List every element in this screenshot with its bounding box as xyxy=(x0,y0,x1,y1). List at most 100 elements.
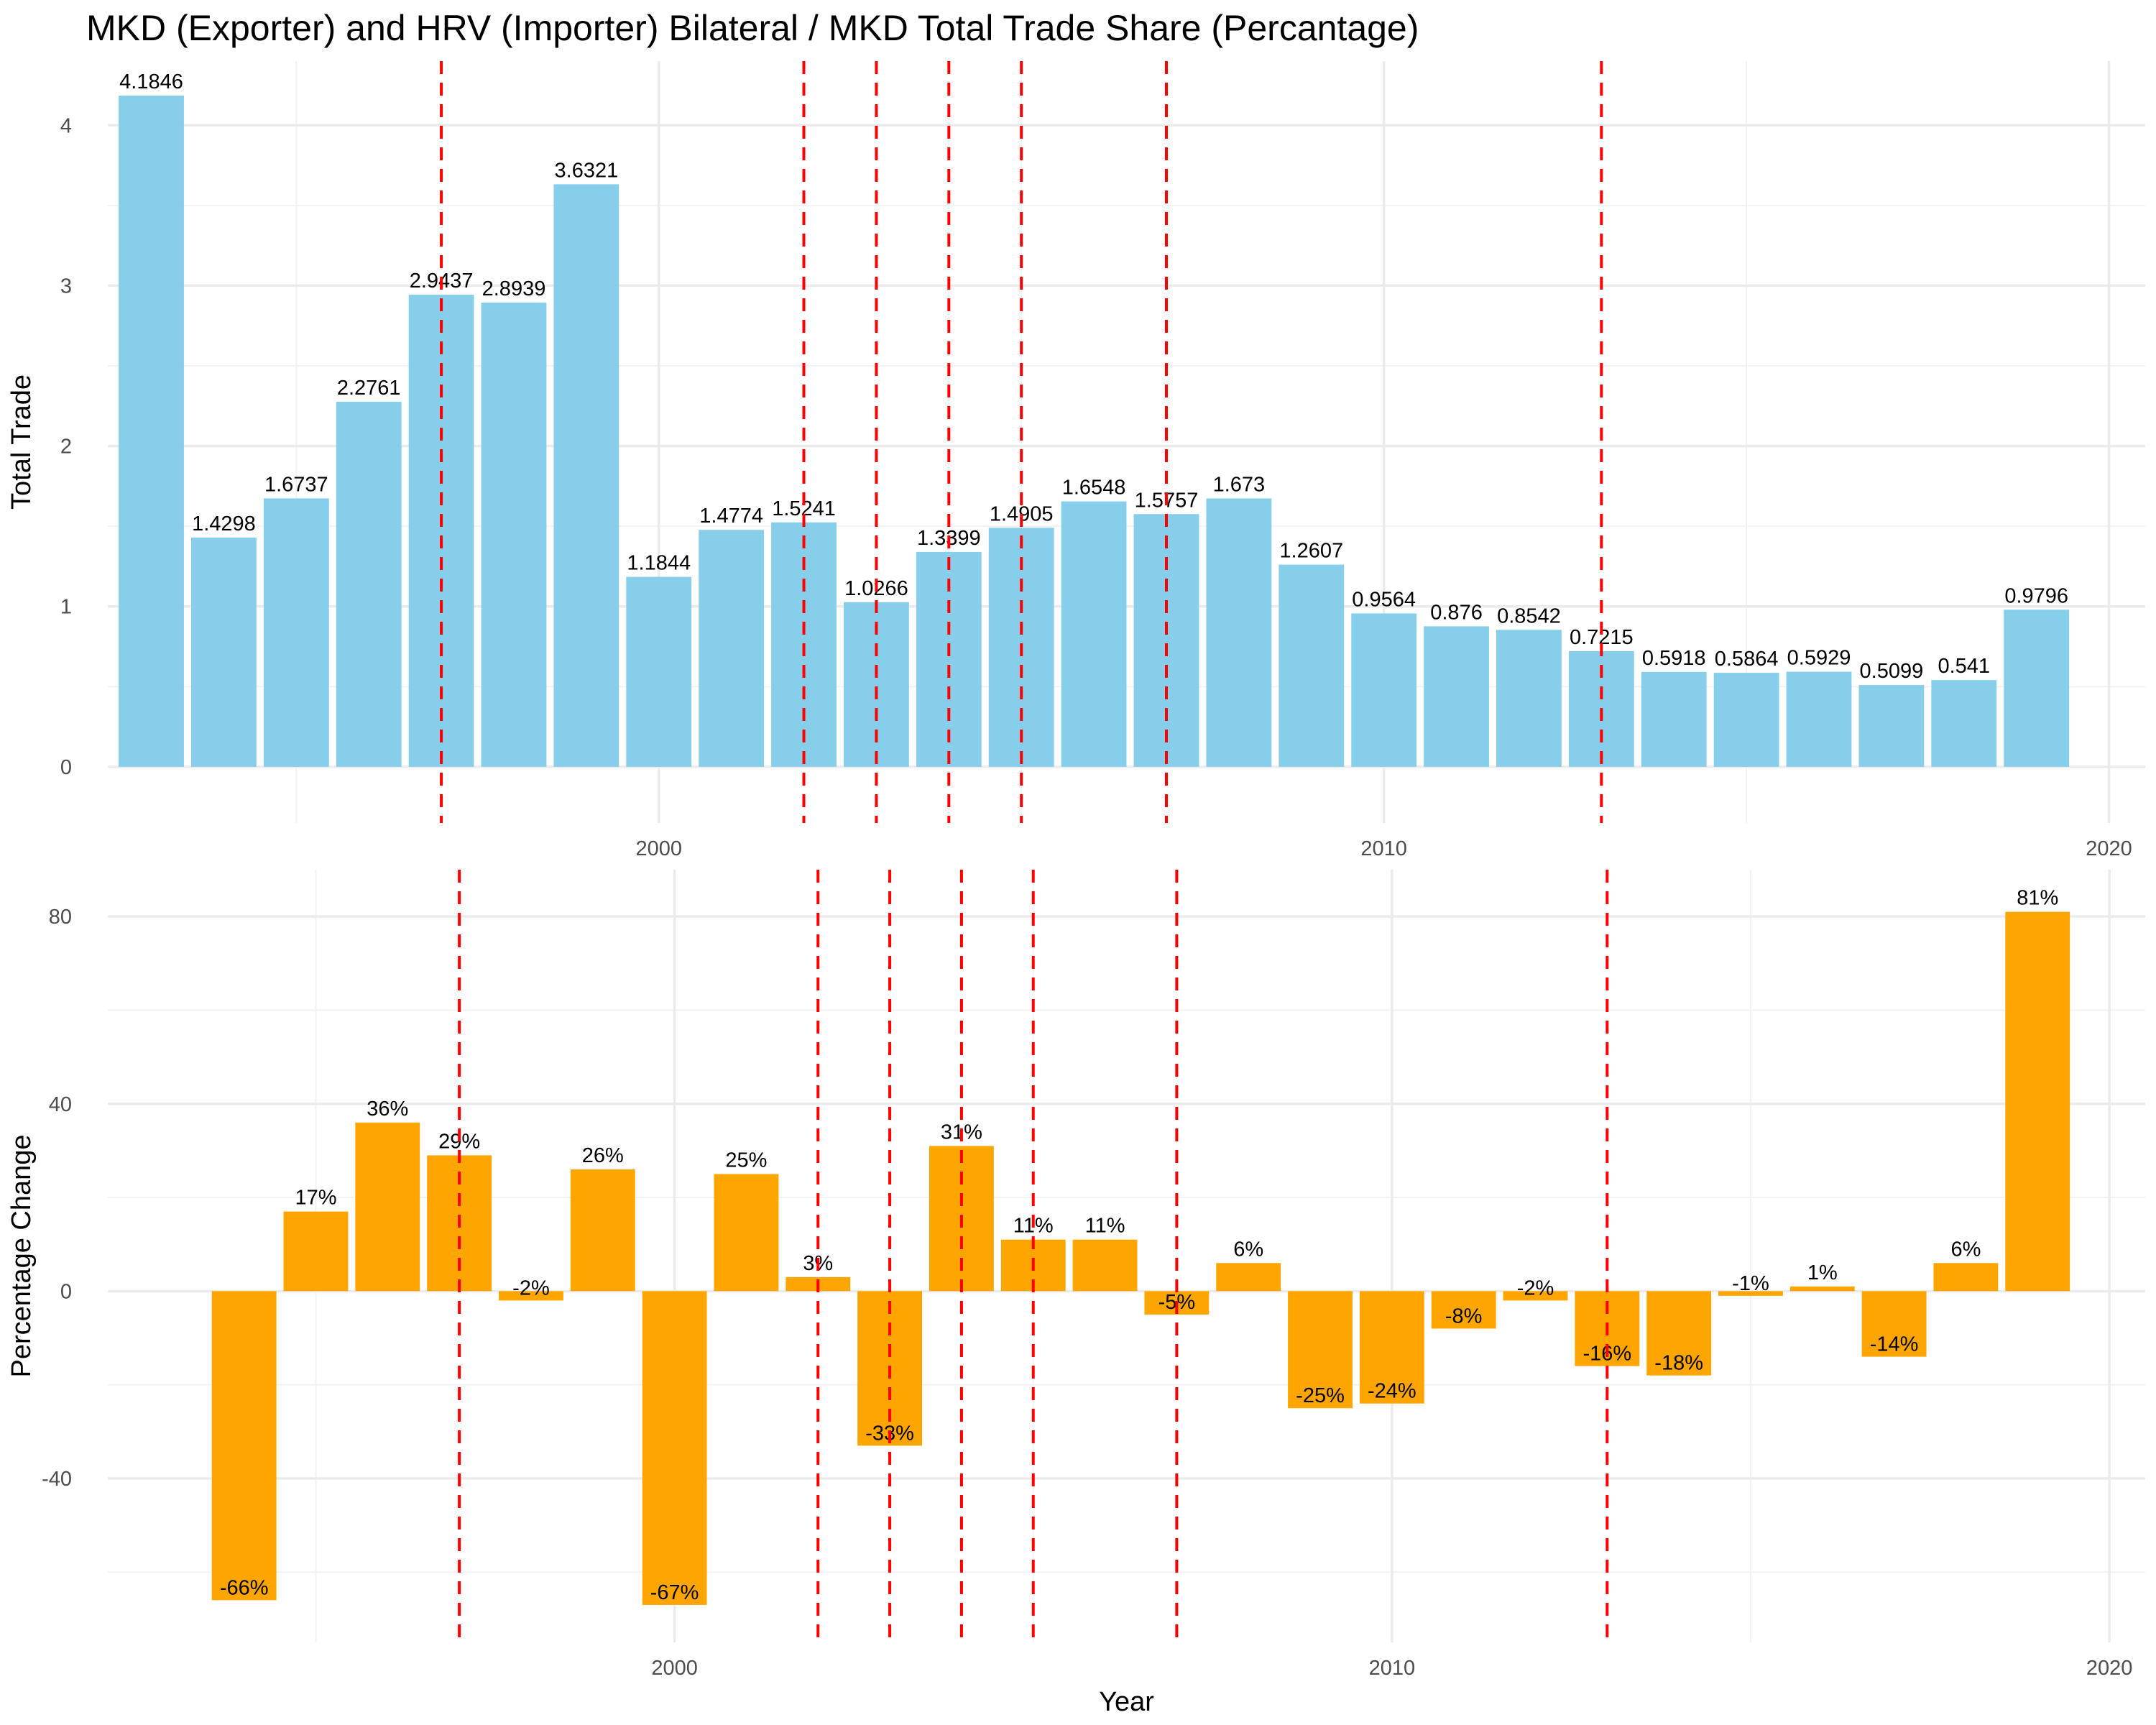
bottom-bar-label-2006: 11% xyxy=(1085,1215,1125,1238)
top-x-tick-label: 2020 xyxy=(2086,837,2132,860)
bottom-bar-2014 xyxy=(1646,1291,1712,1376)
top-bar-2009 xyxy=(1279,564,1345,767)
top-bar-label-2015: 0.5864 xyxy=(1715,648,1779,671)
bottom-bar-2017 xyxy=(1861,1291,1927,1357)
bottom-bar-label-2008: 6% xyxy=(1233,1238,1263,1261)
chart-title: MKD (Exporter) and HRV (Importer) Bilate… xyxy=(86,8,1419,48)
top-bar-label-2019: 0.9796 xyxy=(2004,584,2068,607)
bottom-bar-label-2012: -2% xyxy=(1517,1276,1554,1300)
top-bar-label-1993: 4.1846 xyxy=(119,70,183,93)
bottom-x-axis-title: Year xyxy=(1099,1687,1154,1717)
top-bar-label-2006: 1.6548 xyxy=(1062,477,1126,500)
top-bar-2006 xyxy=(1061,501,1127,767)
bottom-bar-2018 xyxy=(1933,1263,1999,1292)
bottom-bar-label-2001: 25% xyxy=(725,1149,767,1172)
top-bar-label-2017: 0.5099 xyxy=(1860,660,1924,683)
bottom-bar-label-2010: -24% xyxy=(1368,1380,1416,1403)
top-bar-1995 xyxy=(263,498,329,767)
top-bar-label-1996: 2.2761 xyxy=(337,377,401,400)
bottom-bar-2019 xyxy=(2005,911,2070,1292)
top-bar-label-2011: 0.876 xyxy=(1430,601,1483,624)
bottom-bar-label-2014: -18% xyxy=(1654,1352,1703,1375)
top-bar-2018 xyxy=(1931,680,1997,767)
bottom-y-tick-label: 80 xyxy=(49,906,72,929)
top-bar-2017 xyxy=(1858,685,1925,767)
bottom-bar-label-2018: 6% xyxy=(1950,1238,1981,1261)
top-bar-2001 xyxy=(699,530,765,767)
bottom-x-tick-label: 2010 xyxy=(1369,1657,1416,1680)
top-bar-label-1994: 1.4298 xyxy=(192,512,256,535)
bottom-panel: -66%17%36%29%-2%26%-67%25%3%-33%31%11%11… xyxy=(6,870,2145,1717)
bottom-bar-1996 xyxy=(355,1122,420,1292)
top-bar-label-1998: 2.8939 xyxy=(482,277,546,300)
bottom-bar-1998 xyxy=(499,1291,563,1301)
bottom-bar-label-1998: -2% xyxy=(512,1276,550,1300)
bottom-y-tick-label: 40 xyxy=(49,1093,72,1116)
bottom-bar-2009 xyxy=(1288,1291,1353,1409)
top-bar-1993 xyxy=(119,96,184,767)
top-bar-label-2012: 0.8542 xyxy=(1497,604,1561,627)
bottom-y-axis-title: Percentage Change xyxy=(6,1134,37,1377)
top-bar-1999 xyxy=(553,184,619,767)
bottom-bar-label-1999: 26% xyxy=(582,1144,624,1167)
top-y-axis-title: Total Trade xyxy=(6,374,37,510)
bottom-bar-label-2011: -8% xyxy=(1445,1305,1483,1328)
top-bar-label-1995: 1.6737 xyxy=(264,473,328,496)
bottom-bar-2008 xyxy=(1216,1263,1281,1292)
top-bar-2012 xyxy=(1496,630,1562,767)
top-x-tick-label: 2010 xyxy=(1360,837,1407,860)
top-bar-2000 xyxy=(626,576,692,767)
top-bar-1994 xyxy=(191,537,257,767)
top-bar-label-2009: 1.2607 xyxy=(1279,540,1343,563)
top-y-tick-label: 1 xyxy=(60,596,72,619)
bottom-bar-label-2019: 81% xyxy=(2017,887,2058,910)
top-bar-label-2008: 1.673 xyxy=(1213,474,1266,497)
top-bar-2010 xyxy=(1351,613,1417,767)
bottom-bar-2016 xyxy=(1789,1286,1855,1292)
bottom-bar-label-1995: 17% xyxy=(295,1187,336,1210)
bottom-bar-label-2000: -67% xyxy=(650,1581,699,1604)
top-bar-label-1999: 3.6321 xyxy=(555,159,619,182)
top-bar-1996 xyxy=(336,401,402,767)
top-bar-2015 xyxy=(1713,673,1779,767)
top-bar-1998 xyxy=(481,303,547,767)
bottom-bar-label-2015: -1% xyxy=(1732,1272,1769,1295)
top-bar-label-2000: 1.1844 xyxy=(627,552,691,575)
top-bar-label-2014: 0.5918 xyxy=(1642,647,1706,670)
bottom-bar-2010 xyxy=(1359,1291,1424,1404)
bottom-bar-label-2009: -25% xyxy=(1296,1384,1345,1407)
bottom-bar-1995 xyxy=(283,1211,349,1292)
top-y-tick-label: 4 xyxy=(60,114,72,137)
top-bar-label-2010: 0.9564 xyxy=(1352,588,1416,611)
bottom-bar-label-2016: 1% xyxy=(1807,1261,1838,1284)
top-x-tick-label: 2000 xyxy=(636,837,683,860)
top-y-tick-label: 3 xyxy=(60,275,72,298)
top-bar-2019 xyxy=(2004,610,2070,767)
bottom-bar-2006 xyxy=(1072,1239,1138,1292)
top-bar-label-2018: 0.541 xyxy=(1938,655,1990,678)
bottom-bar-2001 xyxy=(714,1174,779,1292)
bottom-y-tick-label: 0 xyxy=(60,1280,72,1303)
bottom-x-tick-label: 2020 xyxy=(2086,1657,2133,1680)
top-y-tick-label: 0 xyxy=(60,756,72,779)
bottom-bar-2015 xyxy=(1718,1291,1783,1296)
top-bar-2011 xyxy=(1424,626,1489,767)
bottom-bar-2000 xyxy=(642,1291,707,1605)
bottom-bar-2012 xyxy=(1503,1291,1568,1301)
bottom-y-tick-label: -40 xyxy=(42,1468,72,1491)
top-panel: 4.18461.42981.67372.27612.94372.89393.63… xyxy=(6,61,2145,860)
bottom-bar-label-1994: -66% xyxy=(220,1576,269,1599)
top-bar-label-2016: 0.5929 xyxy=(1787,647,1851,670)
bottom-x-tick-label: 2000 xyxy=(651,1657,698,1680)
bottom-bar-1999 xyxy=(570,1169,635,1292)
top-bar-2016 xyxy=(1786,671,1852,767)
bottom-bar-label-1996: 36% xyxy=(367,1098,408,1121)
top-bar-label-2001: 1.4774 xyxy=(699,505,763,528)
top-bar-2014 xyxy=(1641,671,1707,767)
top-y-tick-label: 2 xyxy=(60,436,72,459)
top-bar-2007 xyxy=(1133,514,1199,767)
bottom-bar-1994 xyxy=(211,1291,277,1601)
bottom-bar-2011 xyxy=(1431,1291,1496,1329)
top-bar-2008 xyxy=(1206,498,1272,767)
